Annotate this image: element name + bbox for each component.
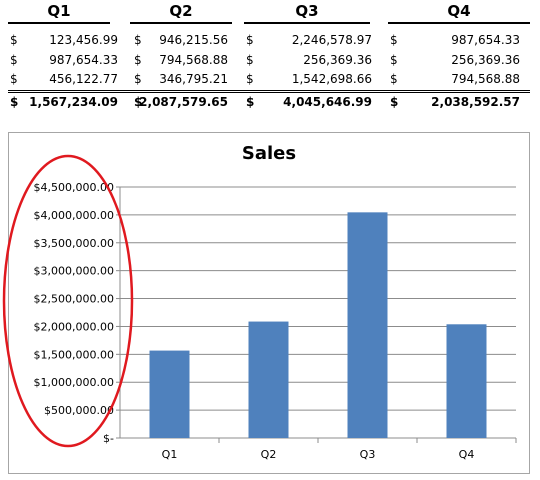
sales-table: Q1 Q2 Q3 Q4 $123,456.99 $946,215.56 $2,246…: [0, 0, 540, 118]
y-tick-label: $4,000,000.00: [34, 209, 114, 222]
q2-header-underline: [130, 22, 232, 24]
bar-q4: [446, 324, 487, 438]
q2-header[interactable]: Q2: [169, 2, 193, 20]
currency-symbol: $: [10, 95, 19, 109]
currency-symbol: $: [390, 95, 399, 109]
q1-header[interactable]: Q1: [47, 2, 71, 20]
table-cell[interactable]: 256,369.36: [303, 53, 372, 67]
table-cell[interactable]: 2,087,579.65: [139, 95, 228, 109]
currency-symbol: $: [246, 53, 254, 67]
currency-symbol: $: [390, 33, 398, 47]
table-cell[interactable]: 346,795.21: [159, 72, 228, 86]
q3-header-underline: [244, 22, 370, 24]
table-cell[interactable]: 2,038,592.57: [431, 95, 520, 109]
table-cell[interactable]: 123,456.99: [49, 33, 118, 47]
currency-symbol: $: [134, 53, 142, 67]
table-cell[interactable]: 1,567,234.09: [29, 95, 118, 109]
y-tick-label: $3,500,000.00: [34, 237, 114, 250]
bar-q1: [149, 350, 190, 438]
y-tick-label: $3,000,000.00: [34, 265, 114, 278]
currency-symbol: $: [134, 95, 143, 109]
table-cell[interactable]: 794,568.88: [451, 72, 520, 86]
currency-symbol: $: [246, 95, 255, 109]
totals-row: $1,567,234.09 $2,087,579.65 $4,045,646.99 $…: [0, 93, 540, 111]
y-tick-label: $2,000,000.00: [34, 320, 114, 333]
q4-header-underline: [388, 22, 530, 24]
table-cell[interactable]: 456,122.77: [49, 72, 118, 86]
currency-symbol: $: [246, 33, 254, 47]
bar-q3: [347, 212, 388, 438]
currency-symbol: $: [390, 53, 398, 67]
y-tick-label: $2,500,000.00: [34, 293, 114, 306]
x-tick-label: Q2: [261, 448, 277, 461]
q3-header[interactable]: Q3: [295, 2, 319, 20]
q1-header-underline: [8, 22, 110, 24]
table-cell[interactable]: 2,246,578.97: [291, 33, 372, 47]
bar-q2: [248, 321, 289, 438]
y-tick-label: $500,000.00: [44, 404, 114, 417]
table-row: $123,456.99 $946,215.56 $2,246,578.97 $987,…: [0, 31, 540, 49]
total-line-bottom: [8, 92, 530, 93]
currency-symbol: $: [10, 72, 18, 86]
x-tick-label: Q1: [162, 448, 178, 461]
table-row: $456,122.77 $346,795.21 $1,542,698.66 $794,…: [0, 70, 540, 88]
total-line-top: [8, 90, 530, 91]
y-tick-label: $-: [103, 432, 114, 445]
table-cell[interactable]: 987,654.33: [451, 33, 520, 47]
currency-symbol: $: [134, 72, 142, 86]
y-tick-label: $4,500,000.00: [34, 181, 114, 194]
currency-symbol: $: [390, 72, 398, 86]
currency-symbol: $: [246, 72, 254, 86]
annotation-ellipse: [2, 154, 134, 448]
y-tick-label: $1,000,000.00: [34, 376, 114, 389]
currency-symbol: $: [10, 53, 18, 67]
table-cell[interactable]: 794,568.88: [159, 53, 228, 67]
currency-symbol: $: [134, 33, 142, 47]
table-cell[interactable]: 4,045,646.99: [283, 95, 372, 109]
q4-header[interactable]: Q4: [447, 2, 471, 20]
table-cell[interactable]: 946,215.56: [159, 33, 228, 47]
chart-title: Sales: [241, 143, 297, 164]
y-tick-label: $1,500,000.00: [34, 348, 114, 361]
table-cell[interactable]: 987,654.33: [49, 53, 118, 67]
currency-symbol: $: [10, 33, 18, 47]
table-row: $987,654.33 $794,568.88 $256,369.36 $256,36…: [0, 51, 540, 69]
x-tick-label: Q4: [459, 448, 475, 461]
table-cell[interactable]: 1,542,698.66: [291, 72, 372, 86]
table-cell[interactable]: 256,369.36: [451, 53, 520, 67]
x-tick-label: Q3: [360, 448, 376, 461]
